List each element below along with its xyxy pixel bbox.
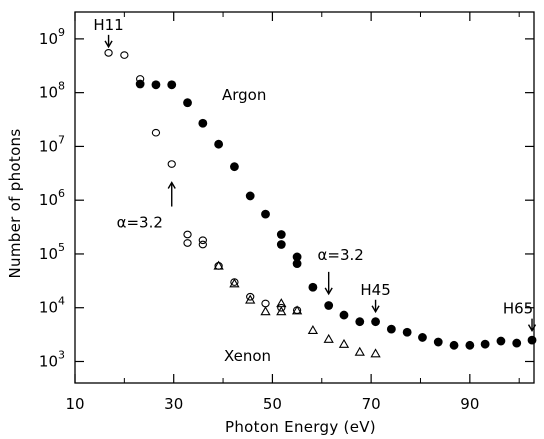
y-tick-label: 104 bbox=[39, 295, 65, 317]
y-axis-title: Number of photons bbox=[6, 129, 24, 279]
xenon-point bbox=[354, 346, 365, 356]
annotation-label: H11 bbox=[93, 16, 123, 34]
open-circle-point bbox=[198, 236, 207, 245]
argon-point bbox=[230, 162, 239, 172]
x-axis-title: Photon Energy (eV) bbox=[225, 418, 376, 436]
open-circle-point bbox=[135, 75, 145, 83]
argon-point bbox=[480, 339, 490, 349]
open-circle-point bbox=[261, 299, 270, 308]
annotation-label: H45 bbox=[360, 281, 390, 299]
argon-point bbox=[292, 259, 302, 269]
open-circle-point bbox=[198, 240, 207, 249]
xenon-point bbox=[370, 348, 381, 358]
argon-point bbox=[214, 139, 224, 149]
y-tick-label: 109 bbox=[39, 26, 65, 48]
xenon-point bbox=[323, 333, 334, 343]
xenon-point bbox=[229, 278, 240, 288]
argon-point bbox=[465, 340, 475, 350]
argon-point bbox=[418, 333, 427, 342]
argon-point bbox=[276, 230, 286, 239]
open-circle-point bbox=[120, 51, 129, 59]
annotation-arrowhead bbox=[371, 305, 380, 314]
annotation-arrowhead bbox=[104, 40, 113, 49]
annotation-label: α=3.2 bbox=[318, 246, 364, 264]
open-circle-point bbox=[183, 239, 192, 247]
argon-point bbox=[261, 209, 270, 219]
argon-point bbox=[339, 310, 349, 320]
y-tick-label: 107 bbox=[39, 133, 65, 155]
argon-point bbox=[292, 252, 302, 262]
open-circle-point bbox=[246, 292, 255, 301]
argon-point bbox=[512, 338, 522, 348]
argon-point bbox=[355, 317, 365, 327]
argon-point bbox=[308, 282, 318, 292]
y-tick-label: 108 bbox=[39, 80, 65, 102]
open-circle-point bbox=[183, 230, 192, 239]
annotation-label: H65 bbox=[503, 300, 533, 318]
x-tick-label: 10 bbox=[65, 395, 84, 413]
y-tick-label: 105 bbox=[39, 241, 65, 263]
y-tick-label: 106 bbox=[39, 187, 65, 209]
xenon-point bbox=[307, 325, 319, 335]
argon-point bbox=[324, 301, 334, 310]
series-label-xenon: Xenon bbox=[224, 347, 271, 365]
x-tick-label: 50 bbox=[263, 395, 282, 413]
argon-point bbox=[433, 337, 443, 347]
xenon-point bbox=[213, 260, 224, 270]
xenon-point bbox=[276, 298, 287, 308]
x-tick-label: 90 bbox=[460, 395, 479, 413]
annotation-arrowhead bbox=[324, 287, 333, 296]
argon-point bbox=[198, 118, 208, 128]
xenon-point bbox=[291, 305, 303, 315]
argon-point bbox=[371, 317, 380, 327]
argon-point bbox=[496, 336, 506, 346]
argon-point bbox=[527, 335, 537, 345]
argon-point bbox=[151, 80, 161, 90]
argon-point bbox=[183, 98, 192, 108]
xenon-point bbox=[245, 294, 256, 304]
annotation-arrowhead bbox=[167, 181, 176, 189]
plot-frame bbox=[74, 11, 535, 384]
series-label-argon: Argon bbox=[222, 86, 266, 104]
argon-point bbox=[276, 240, 286, 249]
xenon-point bbox=[260, 306, 271, 316]
x-tick-label: 30 bbox=[164, 395, 183, 413]
argon-point bbox=[245, 191, 255, 201]
open-circle-point bbox=[277, 303, 286, 312]
argon-point bbox=[386, 324, 396, 334]
argon-point bbox=[449, 340, 459, 350]
annotation-label: α=3.2 bbox=[117, 214, 163, 232]
argon-point bbox=[402, 327, 412, 337]
open-circle-point bbox=[167, 160, 176, 168]
xenon-point bbox=[338, 338, 350, 348]
open-circle-point bbox=[104, 48, 113, 57]
argon-point bbox=[167, 80, 177, 90]
open-circle-point bbox=[151, 128, 161, 137]
y-tick-label: 103 bbox=[39, 348, 65, 370]
xenon-point bbox=[276, 306, 287, 316]
annotation-arrowhead bbox=[527, 324, 537, 333]
x-tick-label: 70 bbox=[362, 395, 381, 413]
